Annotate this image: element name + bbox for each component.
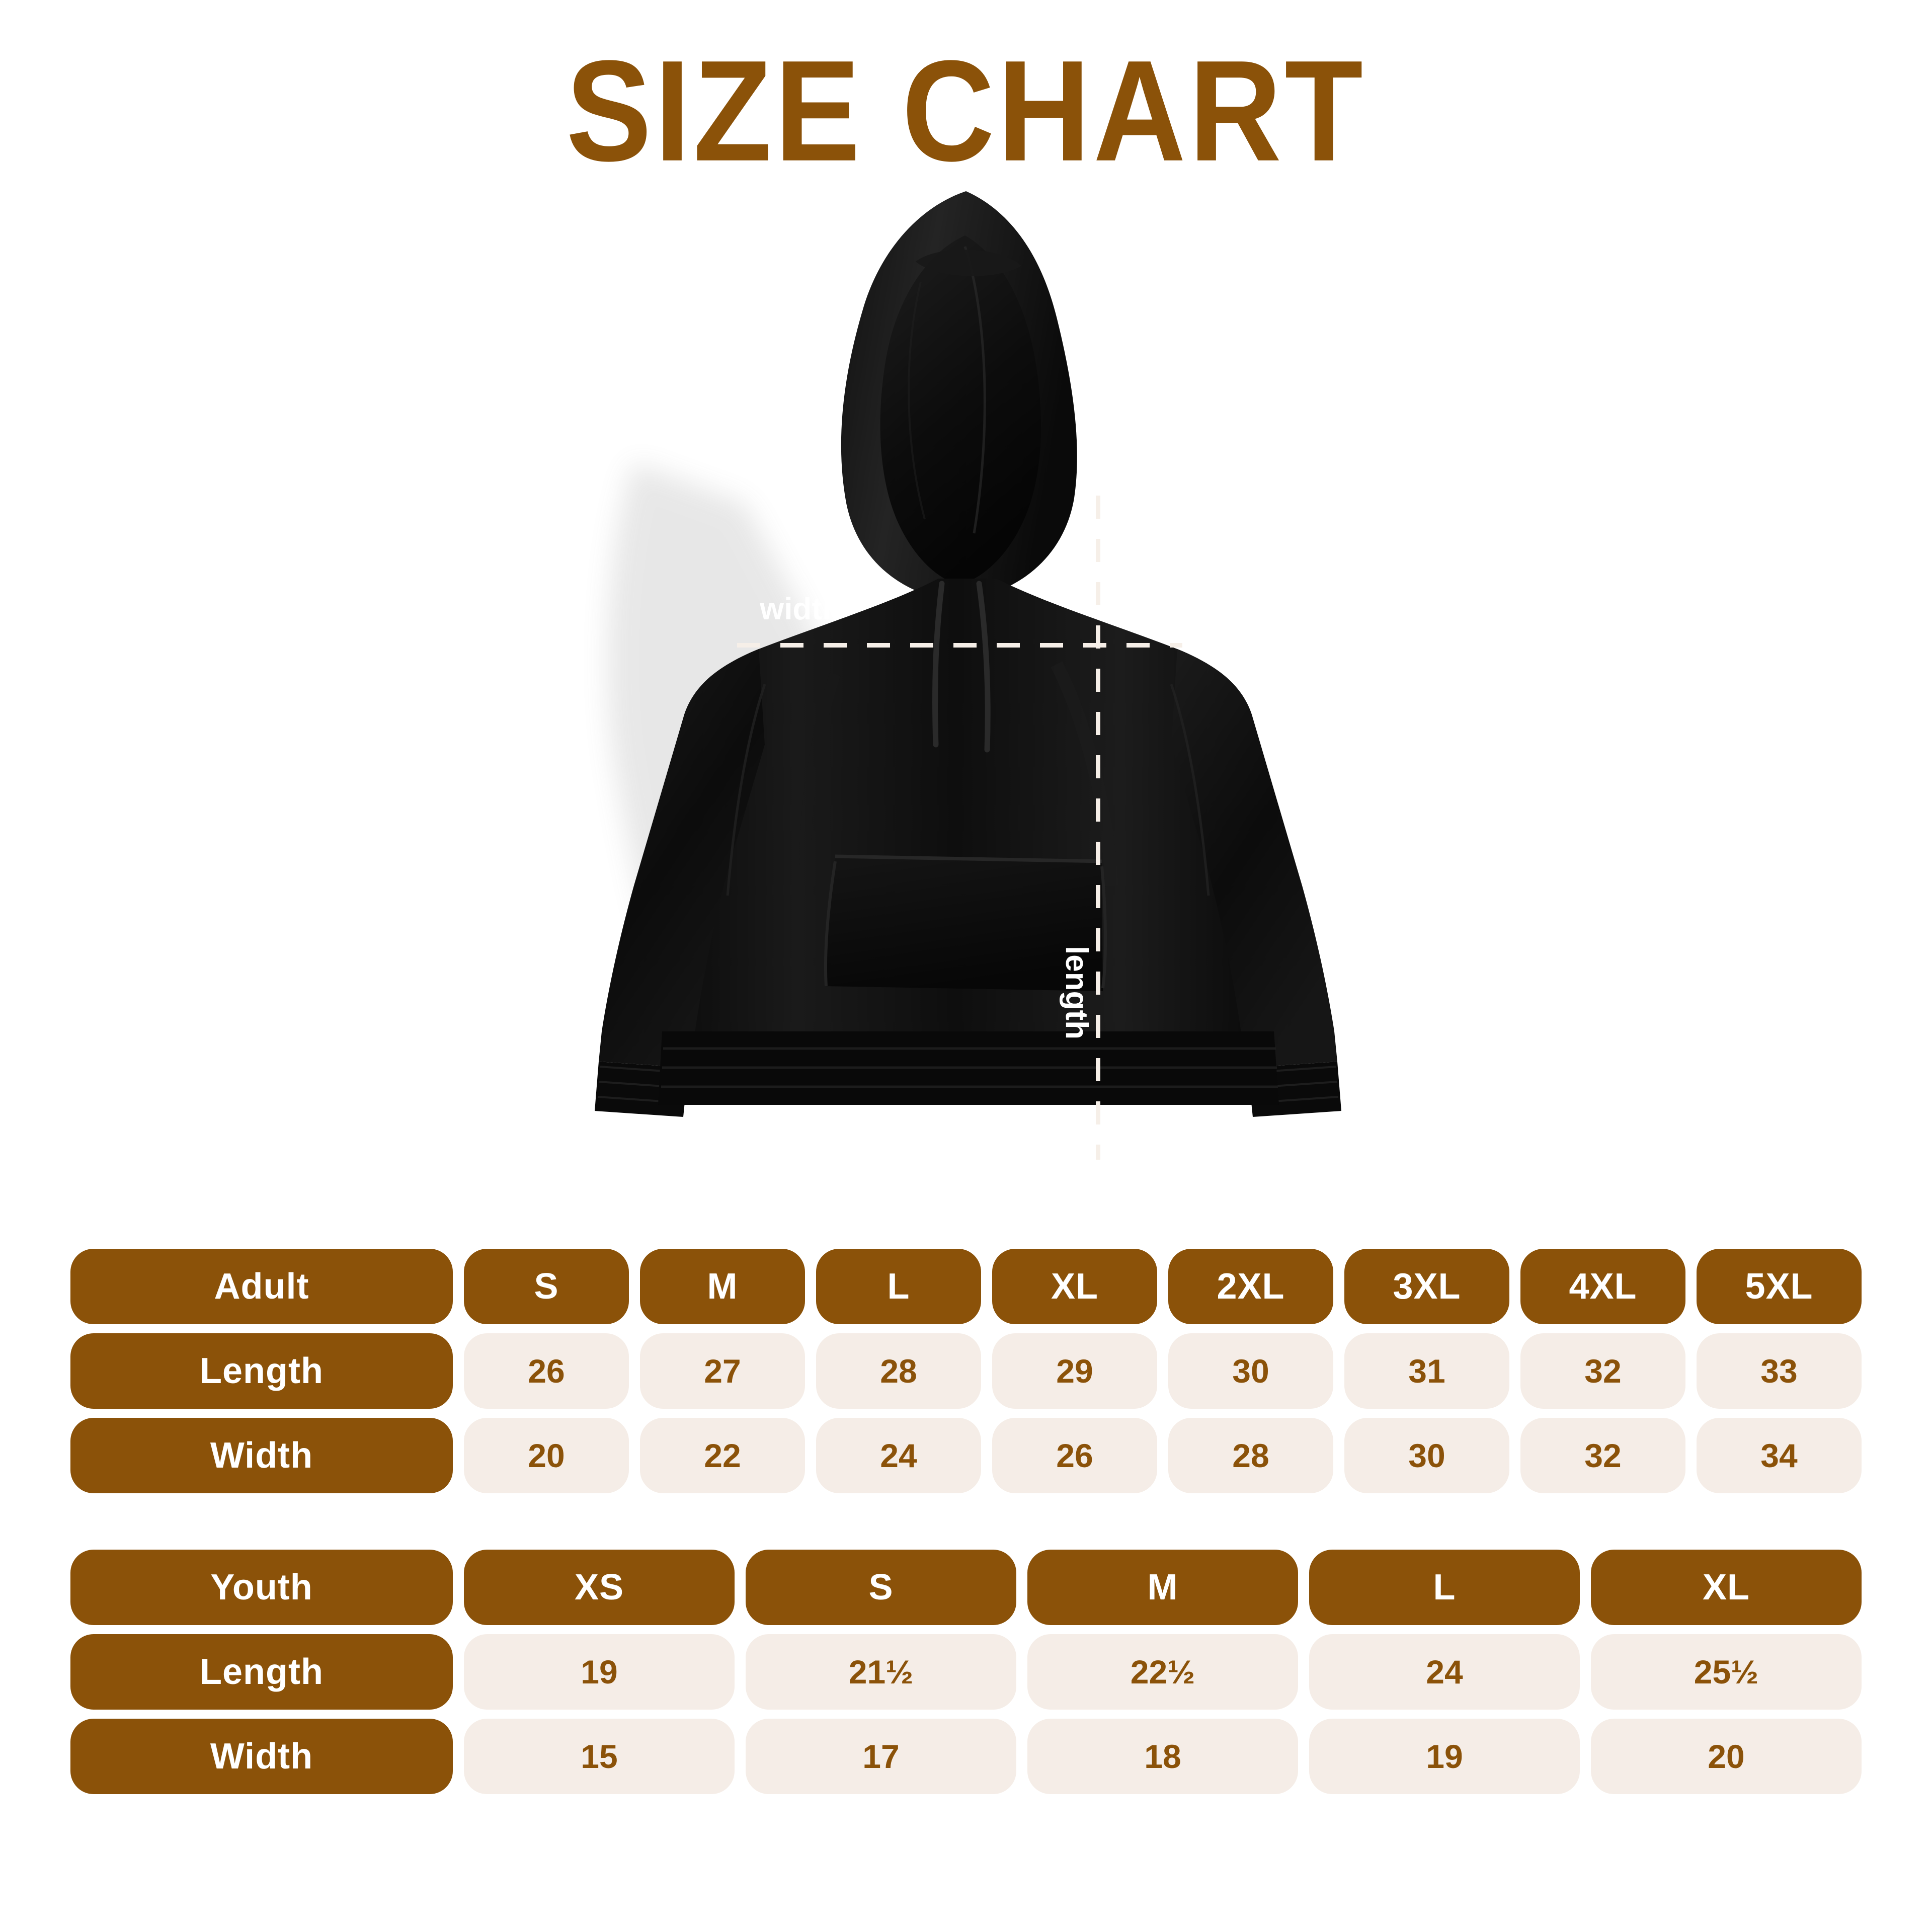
adult-width-3xl: 30 (1344, 1418, 1509, 1493)
youth-length-m: 22½ (1027, 1634, 1298, 1710)
youth-size-l[interactable]: L (1309, 1550, 1580, 1625)
youth-size-xs[interactable]: XS (464, 1550, 735, 1625)
kangaroo-pocket (825, 856, 1103, 991)
fabric-highlight-2 (799, 672, 841, 866)
pocket-top-seam (835, 854, 1102, 863)
length-label: length (1059, 946, 1094, 1039)
page-title: SIZE CHART (566, 31, 1366, 192)
hood-crease-left (908, 281, 926, 520)
adult-size-5xl[interactable]: 5XL (1697, 1249, 1862, 1324)
pocket-right-seam (1100, 866, 1107, 989)
adult-length-m: 27 (640, 1333, 805, 1409)
hoodie-illustration (483, 181, 1449, 1218)
hoodie-body (662, 579, 1274, 1067)
adult-length-2xl: 30 (1168, 1333, 1333, 1409)
adult-size-s[interactable]: S (464, 1249, 629, 1324)
pocket-left-seam (824, 861, 837, 987)
youth-length-l: 24 (1309, 1634, 1580, 1710)
youth-length-label: Length (70, 1634, 453, 1710)
youth-size-s[interactable]: S (746, 1550, 1016, 1625)
sleeve-right (1171, 649, 1337, 1068)
adult-size-2xl[interactable]: 2XL (1168, 1249, 1333, 1324)
adult-length-row: Length 26 27 28 29 30 31 32 33 (70, 1333, 1862, 1409)
sleeve-left (599, 649, 765, 1068)
adult-width-m: 22 (640, 1418, 805, 1493)
youth-length-xl: 25½ (1591, 1634, 1862, 1710)
youth-width-xl: 20 (1591, 1719, 1862, 1794)
youth-width-l: 19 (1309, 1719, 1580, 1794)
adult-width-row: Width 20 22 24 26 28 30 32 34 (70, 1418, 1862, 1493)
width-measure-line (737, 643, 1182, 648)
adult-width-2xl: 28 (1168, 1418, 1333, 1493)
youth-header-row: Youth XS S M L XL (70, 1550, 1862, 1625)
adult-length-s: 26 (464, 1333, 629, 1409)
adult-size-4xl[interactable]: 4XL (1520, 1249, 1685, 1324)
adult-width-4xl: 32 (1520, 1418, 1685, 1493)
adult-width-l: 24 (816, 1418, 981, 1493)
adult-length-xl: 29 (992, 1333, 1157, 1409)
youth-width-label: Width (70, 1719, 453, 1794)
adult-width-s: 20 (464, 1418, 629, 1493)
youth-width-m: 18 (1027, 1719, 1298, 1794)
hood-crease (963, 246, 986, 534)
adult-length-5xl: 33 (1697, 1333, 1862, 1409)
youth-width-s: 17 (746, 1719, 1016, 1794)
adult-width-label: Width (70, 1418, 453, 1493)
length-measure-line (1096, 496, 1100, 1160)
drawstring-left (932, 581, 945, 748)
adult-size-l[interactable]: L (816, 1249, 981, 1324)
adult-size-3xl[interactable]: 3XL (1344, 1249, 1509, 1324)
hood-gather (916, 250, 1021, 276)
seam-right (1170, 684, 1210, 896)
youth-size-m[interactable]: M (1027, 1550, 1298, 1625)
adult-width-5xl: 34 (1697, 1418, 1862, 1493)
fabric-highlight-1 (1051, 661, 1118, 886)
youth-size-xl[interactable]: XL (1591, 1550, 1862, 1625)
width-label: width (760, 592, 841, 626)
adult-section-label: Adult (70, 1249, 453, 1324)
hoodie-svg (595, 191, 1341, 1117)
hem-ribbing (661, 1047, 1278, 1088)
adult-width-xl: 26 (992, 1418, 1157, 1493)
youth-section-label: Youth (70, 1550, 453, 1625)
drawstring-right (976, 581, 991, 753)
youth-width-xs: 15 (464, 1719, 735, 1794)
adult-size-m[interactable]: M (640, 1249, 805, 1324)
adult-length-4xl: 32 (1520, 1333, 1685, 1409)
adult-length-3xl: 31 (1344, 1333, 1509, 1409)
adult-size-table: Adult S M L XL 2XL 3XL 4XL 5XL Length 26… (70, 1249, 1862, 1493)
youth-length-row: Length 19 21½ 22½ 24 25½ (70, 1634, 1862, 1710)
size-tables: Adult S M L XL 2XL 3XL 4XL 5XL Length 26… (70, 1249, 1862, 1794)
youth-length-xs: 19 (464, 1634, 735, 1710)
youth-length-s: 21½ (746, 1634, 1016, 1710)
youth-size-table: Youth XS S M L XL Length 19 21½ 22½ 24 2… (70, 1550, 1862, 1794)
youth-width-row: Width 15 17 18 19 20 (70, 1719, 1862, 1794)
adult-length-label: Length (70, 1333, 453, 1409)
adult-size-xl[interactable]: XL (992, 1249, 1157, 1324)
adult-header-row: Adult S M L XL 2XL 3XL 4XL 5XL (70, 1249, 1862, 1324)
seam-left (726, 684, 766, 896)
adult-length-l: 28 (816, 1333, 981, 1409)
